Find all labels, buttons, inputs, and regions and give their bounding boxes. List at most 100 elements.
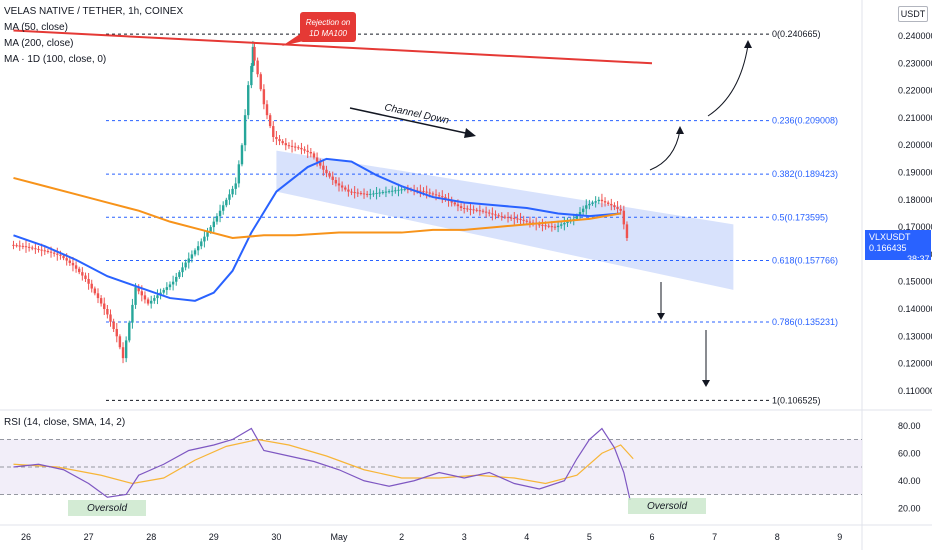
candle-body: [121, 347, 125, 359]
x-tick-label: May: [330, 532, 348, 542]
candle-body: [553, 226, 557, 228]
candle-body: [250, 66, 253, 86]
candle-body: [128, 322, 131, 341]
candle-body: [500, 216, 503, 218]
candle-body: [240, 145, 244, 165]
candle-body: [196, 246, 200, 251]
y-tick-label: 0.150000: [898, 277, 932, 287]
candle-body: [453, 202, 457, 205]
candle-body: [168, 284, 172, 288]
x-tick-label: 28: [146, 532, 156, 542]
chart-title-text: VELAS NATIVE / TETHER, 1h, COINEX: [4, 6, 184, 17]
candle-body: [124, 340, 128, 359]
rejection-callout-box: [300, 12, 356, 42]
ma200-legend[interactable]: MA (200, close): [4, 38, 73, 50]
candle-body: [49, 251, 53, 253]
candle-body: [251, 46, 255, 67]
candle-body: [81, 272, 84, 276]
projection-arrowhead-up-1: [676, 126, 684, 134]
x-tick-label: 5: [587, 532, 592, 542]
candle-body: [175, 276, 178, 282]
candle-body: [206, 231, 209, 237]
candle-body: [218, 210, 222, 217]
ma50-legend[interactable]: MA (50, close): [4, 22, 68, 34]
candle-body: [253, 46, 256, 61]
x-tick-label: 29: [209, 532, 219, 542]
candle-body: [419, 190, 422, 192]
candle-body: [522, 219, 525, 221]
x-tick-label: 9: [837, 532, 842, 542]
candle-body: [347, 189, 350, 192]
candle-body: [306, 150, 309, 153]
rsi-tick-label: 20.00: [898, 503, 921, 513]
chart-title: VELAS NATIVE / TETHER, 1h, COINEX: [4, 6, 183, 18]
channel-arrow: [349, 107, 471, 135]
x-tick-label: 3: [462, 532, 467, 542]
x-tick-label: 27: [84, 532, 94, 542]
rsi-line: [13, 427, 631, 501]
candle-body: [519, 218, 522, 220]
x-tick-label: 26: [21, 532, 31, 542]
projection-arrowhead-up-2: [744, 40, 752, 48]
fib-label: 0.786(0.135231): [772, 317, 838, 327]
candle-body: [43, 250, 46, 252]
rsi-ma-line: [13, 438, 634, 485]
candle-body: [394, 190, 397, 192]
candle-body: [356, 192, 359, 194]
candle-body: [184, 262, 187, 268]
y-tick-label: 0.140000: [898, 304, 932, 314]
candle-body: [24, 246, 28, 248]
candle-body: [588, 203, 591, 206]
candle-body: [200, 241, 203, 247]
candle-body: [484, 211, 488, 213]
candle-body: [62, 255, 65, 259]
candle-body: [268, 115, 272, 127]
candle-body: [234, 183, 237, 189]
candle-body: [103, 303, 106, 309]
y-tick-label: 0.110000: [898, 386, 932, 396]
candle-body: [315, 157, 319, 162]
y-tick-label: 0.180000: [898, 195, 932, 205]
ma50-line: [13, 157, 621, 302]
candle-body: [297, 147, 300, 149]
rsi-legend[interactable]: RSI (14, close, SMA, 14, 2): [4, 417, 125, 428]
candle-body: [613, 205, 616, 208]
oversold-box: [68, 500, 146, 516]
candle-body: [528, 221, 532, 223]
candle-body: [256, 60, 259, 75]
y-tick-label: 0.170000: [898, 222, 932, 232]
candle-body: [506, 217, 510, 219]
candle-body: [300, 147, 303, 150]
rsi-legend-text: RSI (14, close, SMA, 14, 2): [4, 417, 126, 428]
candle-body: [422, 191, 425, 193]
candle-body: [272, 126, 275, 138]
fib-label: 0(0.240665): [772, 29, 821, 39]
candle-body: [193, 250, 197, 255]
candle-body: [459, 206, 463, 208]
ma200-line: [13, 176, 621, 240]
candle-body: [340, 185, 344, 188]
candle-body: [143, 295, 147, 300]
projection-arrow-up-2: [707, 44, 749, 117]
candle-body: [118, 336, 122, 348]
oversold-label: Oversold: [87, 503, 127, 514]
candle-body: [262, 89, 266, 105]
candle-body: [550, 226, 554, 228]
ma1d100-legend[interactable]: MA · 1D (100, close, 0): [4, 54, 106, 66]
candle-body: [178, 272, 181, 277]
candle-body: [625, 224, 629, 239]
x-tick-label: 2: [399, 532, 404, 542]
currency-selector[interactable]: USDT: [898, 6, 928, 22]
candle-body: [434, 194, 438, 196]
candle-body: [463, 207, 466, 209]
candle-body: [322, 165, 325, 170]
candle-body: [40, 249, 43, 251]
y-tick-label: 0.120000: [898, 359, 932, 369]
candle-body: [353, 192, 356, 194]
candle-body: [209, 227, 212, 232]
candle-body: [441, 196, 444, 198]
candle-body: [109, 314, 112, 322]
candle-body: [509, 217, 513, 219]
candle-body: [547, 225, 550, 227]
